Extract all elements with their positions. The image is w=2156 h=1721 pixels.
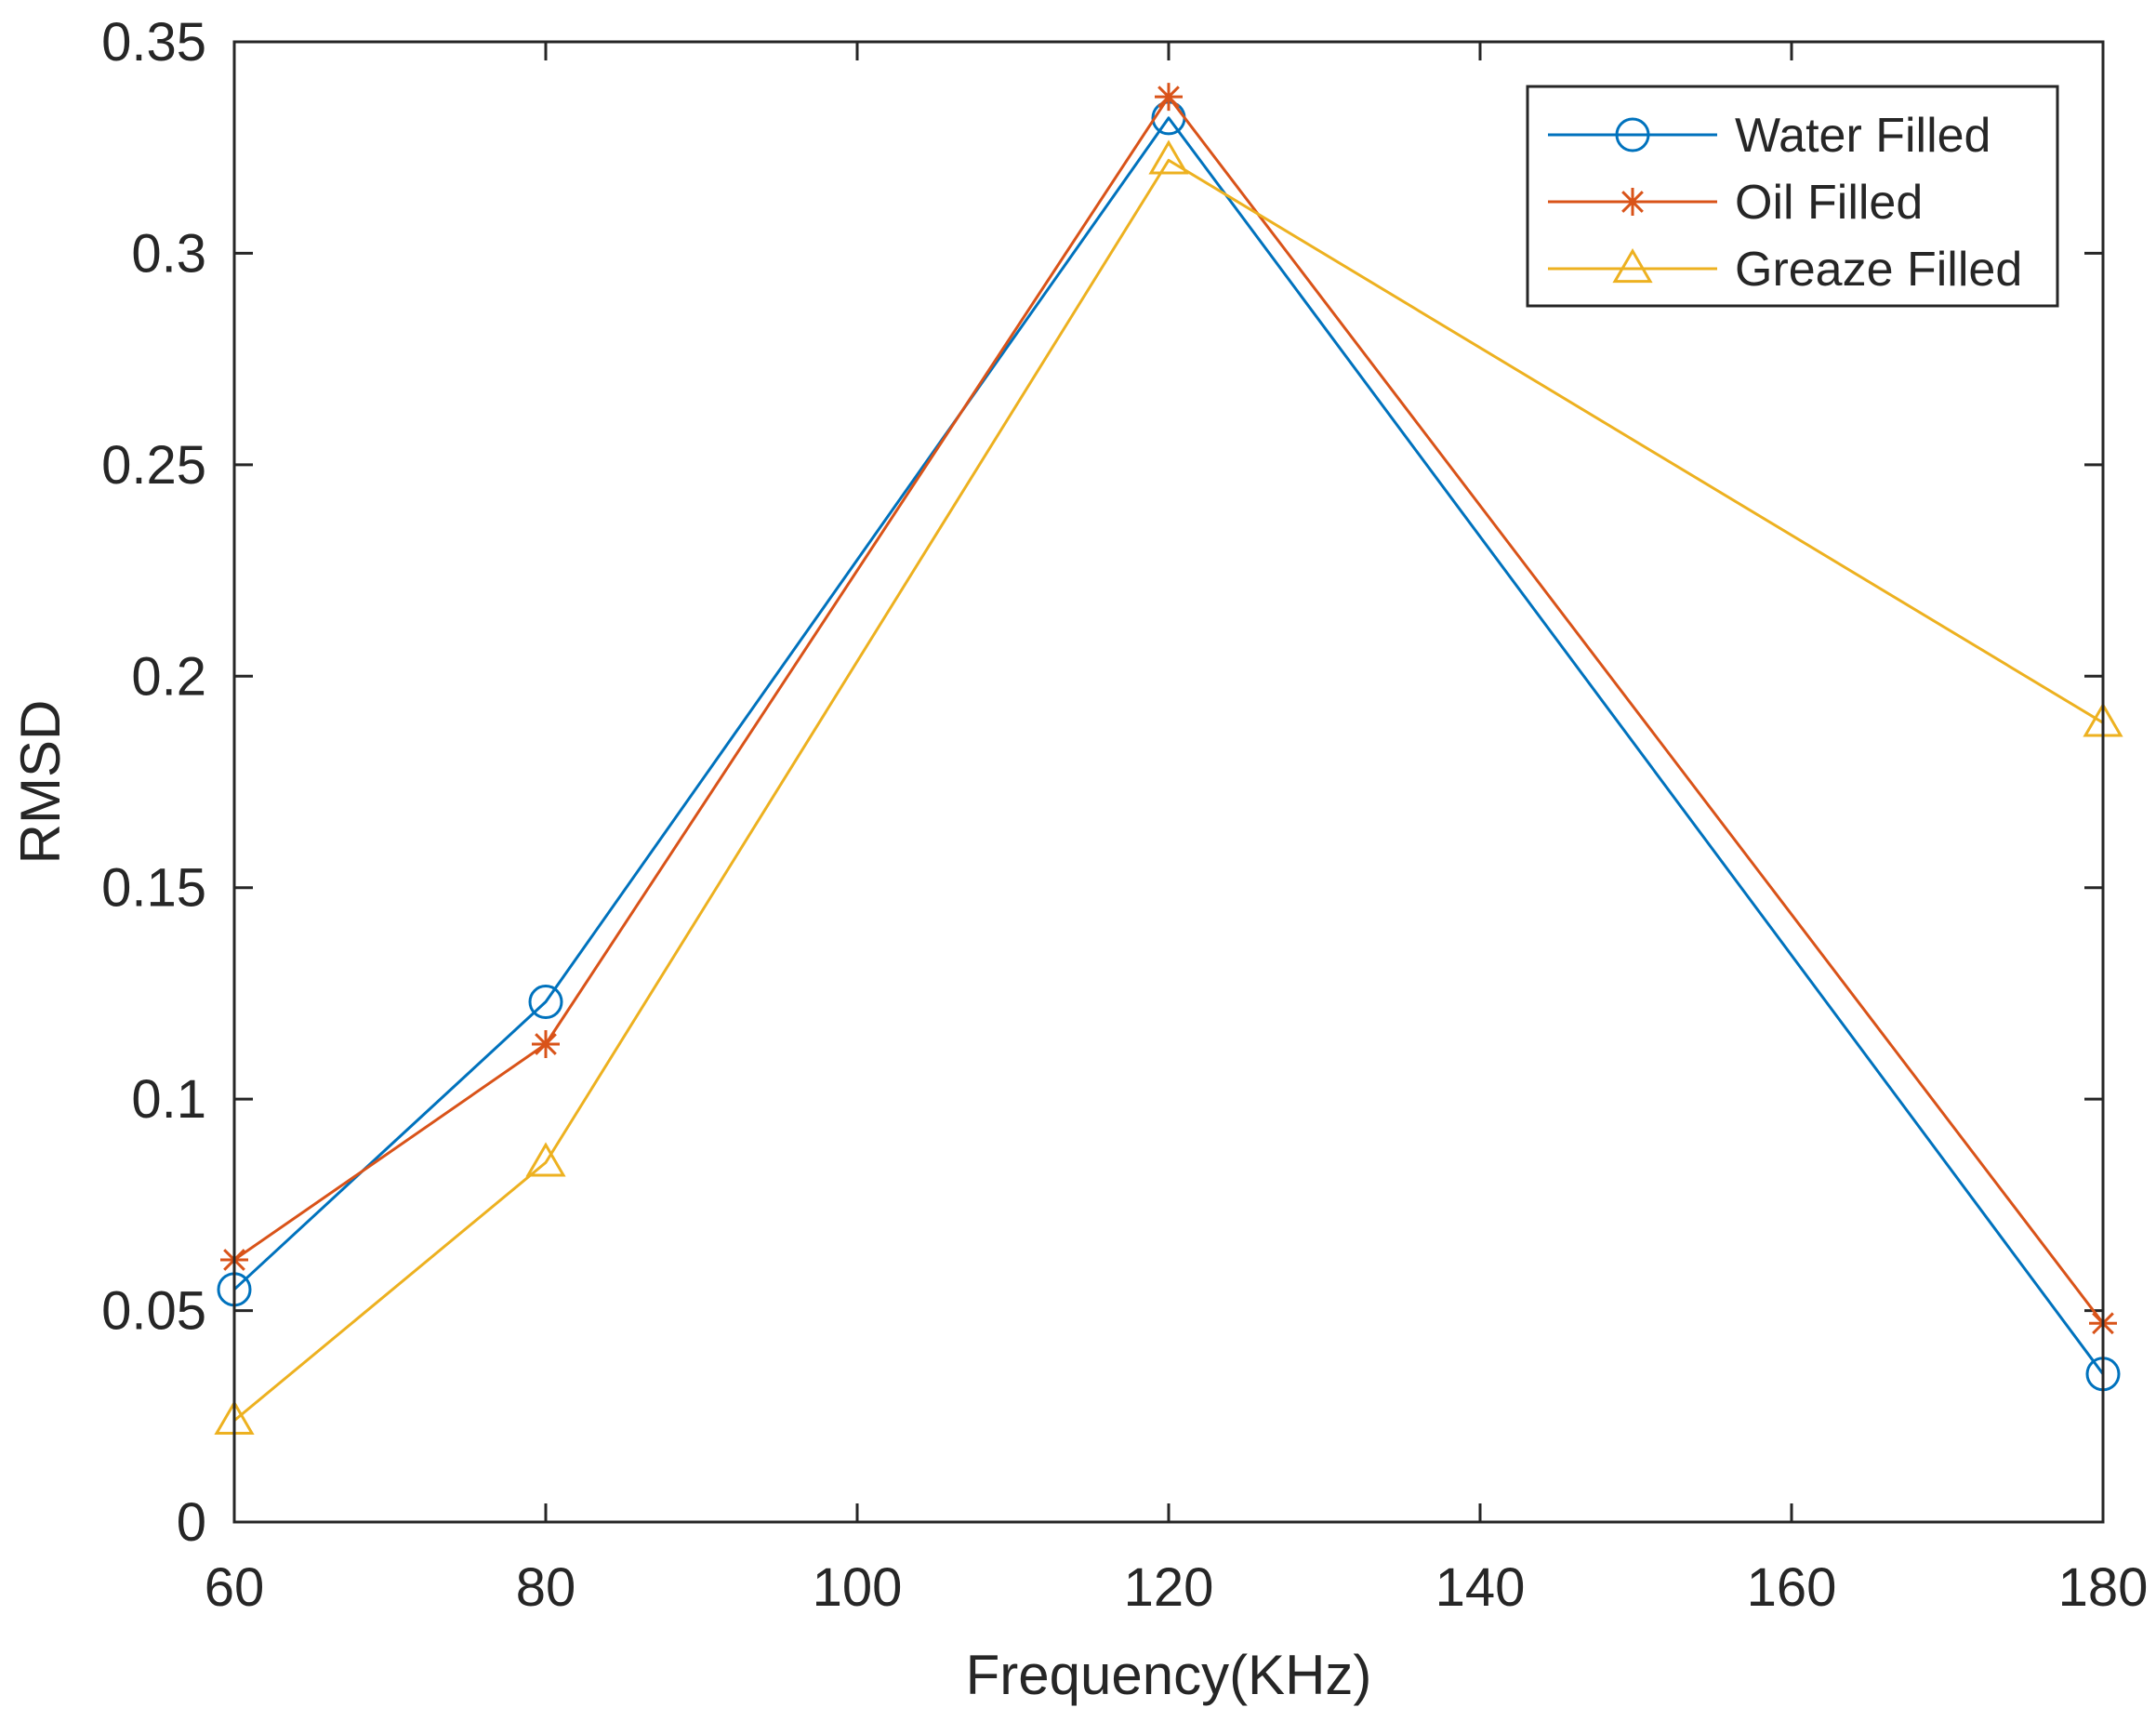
- data-point: [1148, 139, 1189, 175]
- legend-entry: Oil Filled: [1548, 176, 1923, 230]
- legend-marker: [1619, 188, 1647, 216]
- data-point: [525, 1142, 566, 1177]
- legend: Water Filled Oil Filled Greaze Filled: [1526, 85, 2059, 308]
- series-line: [233, 158, 2104, 1422]
- data-point: [528, 985, 563, 1020]
- y-tick-label: 0.15: [101, 858, 206, 919]
- x-tick-label: 60: [205, 1557, 265, 1618]
- asterisk-stroke: [535, 1033, 557, 1055]
- x-tick-label: 100: [813, 1557, 903, 1618]
- legend-label: Water Filled: [1735, 109, 1991, 163]
- x-tick-labels: 60 80 100 120 140 160 180: [205, 1557, 2149, 1618]
- x-tick-label: 140: [1435, 1557, 1526, 1618]
- y-tick-label: 0.05: [101, 1281, 206, 1342]
- x-tick-label: 160: [1747, 1557, 1837, 1618]
- series-line: [232, 116, 2105, 1375]
- axes-box: [232, 40, 2105, 1524]
- asterisk-stroke: [1621, 191, 1644, 213]
- x-tick-label: 80: [516, 1557, 576, 1618]
- legend-marker: [1612, 248, 1653, 284]
- y-tick-labels: 0 0.05 0.1 0.15 0.2 0.25 0.3 0.35: [101, 12, 206, 1553]
- y-axis-label: RMSD: [9, 700, 72, 865]
- y-tick-label: 0: [177, 1492, 206, 1553]
- asterisk-stroke: [1157, 86, 1180, 108]
- tick-marks: [232, 40, 2105, 1524]
- legend-entry: Water Filled: [1548, 109, 1991, 163]
- series-line: [233, 95, 2105, 1325]
- y-tick-label: 0.2: [131, 646, 206, 707]
- y-tick-label: 0.1: [131, 1069, 206, 1130]
- y-tick-label: 0.25: [101, 435, 206, 496]
- legend-marker: [1615, 117, 1650, 152]
- y-tick-label: 0.35: [101, 12, 206, 73]
- x-tick-label: 180: [2058, 1557, 2149, 1618]
- legend-label: Oil Filled: [1735, 176, 1923, 230]
- data-point: [532, 1030, 560, 1059]
- x-axis-label: Frequency(KHz): [966, 1644, 1372, 1706]
- y-tick-label: 0.3: [131, 223, 206, 284]
- data-point: [1155, 83, 1183, 112]
- legend-entry: Greaze Filled: [1548, 243, 2022, 297]
- x-tick-label: 120: [1124, 1557, 1214, 1618]
- legend-label: Greaze Filled: [1735, 243, 2022, 297]
